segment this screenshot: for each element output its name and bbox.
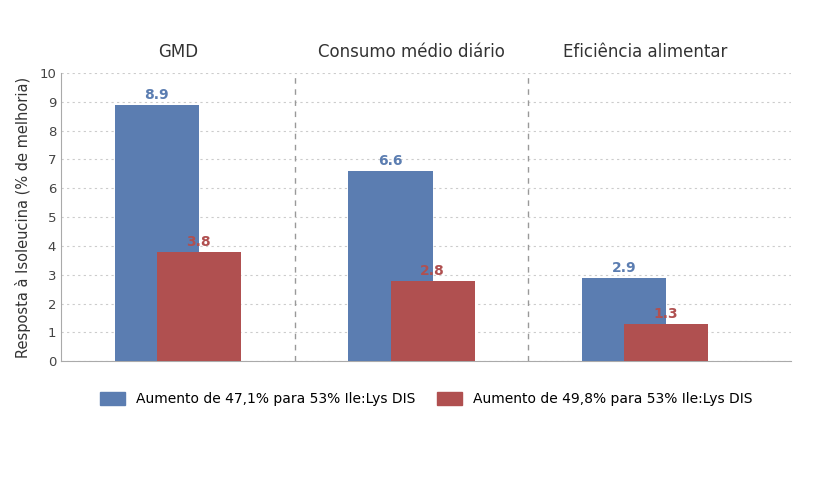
Text: 6.6: 6.6 <box>378 154 402 168</box>
Text: 2.8: 2.8 <box>419 264 445 278</box>
Text: 3.8: 3.8 <box>187 235 211 249</box>
Bar <box>390 281 474 361</box>
Y-axis label: Resposta à Isoleucina (% de melhoria): Resposta à Isoleucina (% de melhoria) <box>15 77 31 358</box>
Bar <box>623 324 708 361</box>
Text: Consumo médio diário: Consumo médio diário <box>318 44 505 61</box>
Text: 1.3: 1.3 <box>653 307 677 321</box>
Bar <box>156 251 241 361</box>
Text: GMD: GMD <box>157 44 197 61</box>
Legend: Aumento de 47,1% para 53% Ile:Lys DIS, Aumento de 49,8% para 53% Ile:Lys DIS: Aumento de 47,1% para 53% Ile:Lys DIS, A… <box>94 387 757 412</box>
Text: 2.9: 2.9 <box>611 261 636 275</box>
Text: 8.9: 8.9 <box>144 88 169 102</box>
Text: Eficiência alimentar: Eficiência alimentar <box>563 44 726 61</box>
Bar <box>348 171 432 361</box>
Bar <box>115 105 199 361</box>
Bar <box>581 278 665 361</box>
